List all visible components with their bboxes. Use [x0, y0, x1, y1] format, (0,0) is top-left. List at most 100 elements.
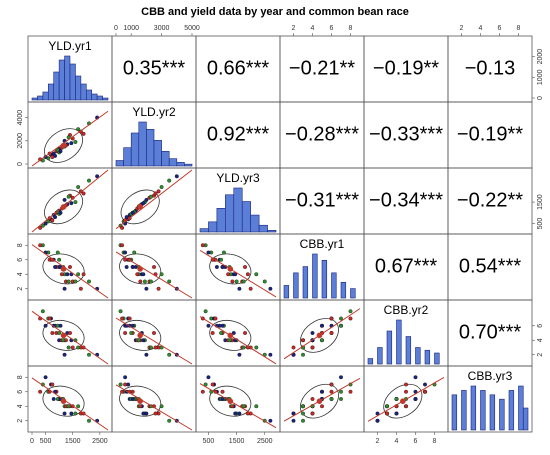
- data-point: [66, 345, 71, 350]
- data-point: [132, 250, 137, 255]
- data-point: [221, 250, 226, 255]
- mean-point: [137, 204, 143, 210]
- data-point: [120, 243, 125, 248]
- mean-point: [60, 266, 67, 272]
- data-point: [95, 174, 100, 179]
- x-tick-label: 8: [517, 25, 521, 32]
- histogram-bar: [367, 358, 374, 365]
- data-point: [123, 382, 128, 387]
- histogram-bar: [64, 55, 71, 101]
- correlation-ellipse: [120, 189, 160, 225]
- fit-line: [31, 169, 109, 233]
- data-point: [301, 418, 305, 423]
- data-point: [423, 389, 427, 394]
- data-point: [213, 316, 218, 321]
- y-tick-label: 500: [537, 218, 544, 230]
- fit-line: [31, 310, 109, 365]
- y-tick-label: 2000: [17, 133, 24, 149]
- histogram-bar: [123, 147, 132, 167]
- data-point: [123, 375, 128, 380]
- data-point: [87, 352, 91, 357]
- fit-line: [31, 110, 109, 167]
- mean-point: [227, 398, 234, 404]
- data-point: [268, 286, 273, 291]
- histogram-bar: [53, 71, 60, 101]
- fit-line: [367, 376, 445, 422]
- histogram-bar: [321, 259, 328, 299]
- y-tick-label: 4000: [17, 110, 24, 126]
- y-tick-label: 2000: [537, 49, 544, 65]
- histogram-bar: [293, 272, 299, 299]
- data-point: [138, 279, 143, 284]
- histogram-bar: [75, 75, 82, 101]
- data-point: [62, 286, 67, 291]
- data-point: [310, 331, 315, 335]
- data-point: [130, 397, 135, 401]
- x-tick-label: 8: [349, 25, 353, 32]
- data-point: [339, 397, 343, 401]
- data-point: [149, 345, 153, 350]
- histogram-bar: [480, 390, 486, 431]
- x-tick-label: 1500: [65, 438, 81, 445]
- data-point: [200, 243, 205, 248]
- data-point: [310, 397, 315, 401]
- data-point: [226, 272, 231, 277]
- panel: [447, 365, 533, 433]
- data-point: [241, 345, 246, 350]
- data-point: [57, 257, 62, 262]
- data-point: [329, 397, 334, 401]
- data-point: [200, 389, 205, 394]
- data-point: [141, 272, 146, 277]
- mean-point: [137, 398, 143, 404]
- histogram-bar: [216, 208, 226, 233]
- y-tick-label: 2: [17, 287, 24, 291]
- data-point: [62, 352, 67, 357]
- x-tick-label: 4: [479, 25, 483, 32]
- data-point: [241, 279, 246, 284]
- chart-title: CBB and yield data by year and common be…: [141, 6, 409, 18]
- correlation: −0.22**: [457, 189, 523, 211]
- histogram-bar: [130, 132, 140, 167]
- fit-line: [115, 169, 193, 230]
- data-point: [53, 265, 58, 269]
- data-point: [123, 331, 128, 335]
- histogram-bar: [499, 398, 505, 431]
- data-point: [87, 178, 91, 183]
- mean-point: [137, 266, 143, 272]
- histogram-bar: [350, 288, 356, 299]
- data-point: [329, 316, 334, 321]
- histogram-bar: [518, 385, 524, 431]
- data-point: [385, 404, 389, 409]
- data-point: [329, 389, 334, 394]
- data-point: [220, 265, 225, 269]
- x-tick-label: 6: [330, 25, 334, 32]
- data-point: [254, 404, 259, 409]
- histogram-bar: [258, 224, 268, 233]
- data-point: [135, 272, 140, 277]
- y-tick-label: 8: [17, 243, 24, 247]
- data-point: [69, 201, 74, 206]
- x-tick-label: 2: [292, 25, 296, 32]
- data-point: [68, 331, 72, 335]
- correlation-ellipse: [44, 189, 84, 225]
- data-point: [310, 345, 315, 350]
- x-tick-label: 2500: [257, 438, 273, 445]
- data-point: [43, 221, 48, 226]
- data-point: [301, 352, 305, 357]
- histogram-bar: [153, 140, 162, 167]
- x-tick-label: 2500: [92, 438, 108, 445]
- data-point: [58, 323, 63, 328]
- data-point: [62, 197, 67, 202]
- histogram-bar: [470, 385, 477, 431]
- data-point: [47, 316, 52, 321]
- histogram-bar: [69, 63, 76, 101]
- histogram-bar: [91, 93, 98, 101]
- data-point: [81, 272, 86, 277]
- data-point: [141, 201, 146, 206]
- correlation: 0.66***: [207, 57, 269, 79]
- mean-point: [60, 204, 67, 210]
- correlation: −0.34***: [369, 189, 443, 211]
- mean-point: [137, 332, 143, 339]
- data-point: [43, 375, 48, 380]
- data-point: [220, 389, 225, 394]
